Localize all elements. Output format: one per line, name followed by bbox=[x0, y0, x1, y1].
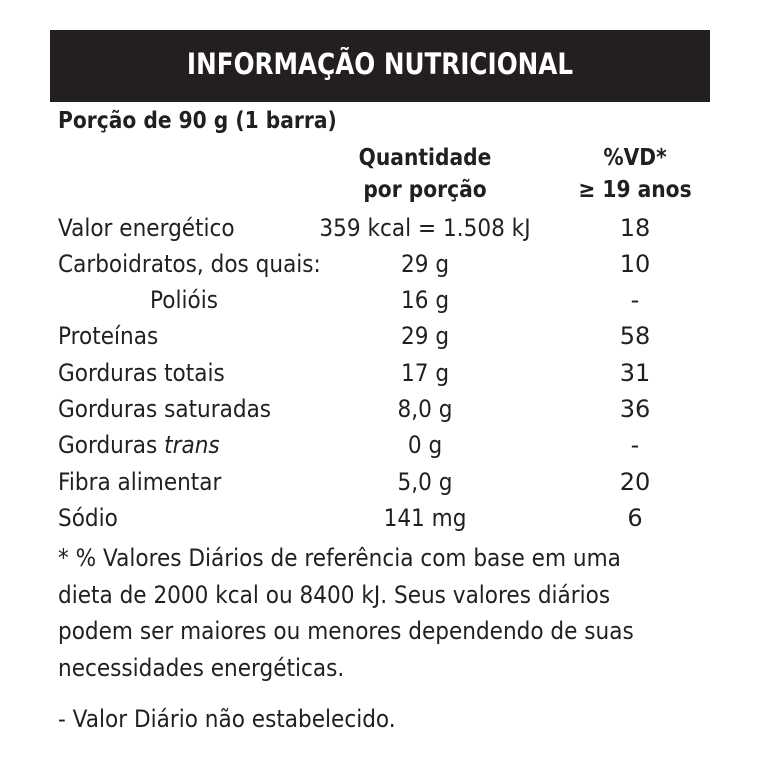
footnote-line: * % Valores Diários de referência com ba… bbox=[58, 544, 621, 572]
nutrient-label: Proteínas bbox=[58, 322, 159, 350]
nutrient-row-trans-fat: Gorduras trans 0 g - bbox=[0, 427, 760, 463]
nutrient-daily-value: 20 bbox=[619, 468, 651, 496]
table-title: INFORMAÇÃO NUTRICIONAL bbox=[186, 47, 574, 81]
nutrient-label: Fibra alimentar bbox=[58, 468, 222, 496]
nutrient-quantity: 16 g bbox=[400, 286, 450, 314]
portion-size: Porção de 90 g (1 barra) bbox=[58, 108, 337, 134]
nutrient-row-carbohydrates: Carboidratos, dos quais: 29 g 10 bbox=[0, 246, 760, 282]
nutrient-label-prefix: Gorduras bbox=[58, 431, 165, 459]
nutrient-daily-value: 6 bbox=[627, 504, 643, 532]
not-established-note: - Valor Diário não estabelecido. bbox=[58, 705, 396, 733]
column-header-quantity-line1: Quantidade bbox=[358, 145, 492, 171]
nutrient-daily-value: - bbox=[630, 431, 640, 459]
nutrient-label: Gorduras totais bbox=[58, 359, 225, 387]
column-header-quantity-line2: por porção bbox=[363, 177, 487, 203]
nutrient-daily-value: - bbox=[630, 286, 640, 314]
nutrient-row-saturated-fat: Gorduras saturadas 8,0 g 36 bbox=[0, 391, 760, 427]
daily-value-footnote: * % Valores Diários de referência com ba… bbox=[58, 540, 715, 686]
nutrient-row-energy: Valor energético 359 kcal = 1.508 kJ 18 bbox=[0, 210, 760, 246]
nutrient-quantity: 17 g bbox=[400, 359, 450, 387]
nutrient-label: Gorduras saturadas bbox=[58, 395, 272, 423]
nutrient-daily-value: 36 bbox=[619, 395, 651, 423]
nutrient-label: Gorduras trans bbox=[58, 427, 220, 463]
nutrient-row-proteins: Proteínas 29 g 58 bbox=[0, 318, 760, 354]
nutrient-quantity: 141 mg bbox=[383, 504, 467, 532]
nutrient-label: Carboidratos, dos quais: bbox=[58, 250, 321, 278]
nutrient-daily-value: 58 bbox=[619, 322, 651, 350]
nutrient-quantity: 29 g bbox=[400, 250, 450, 278]
nutrient-label-italic: trans bbox=[164, 431, 220, 459]
column-header-daily-value: %VD* ≥ 19 anos bbox=[560, 142, 710, 206]
footnote-line: necessidades energéticas. bbox=[58, 653, 345, 682]
footnote-line: podem ser maiores ou menores dependendo … bbox=[58, 617, 634, 645]
nutrient-quantity: 5,0 g bbox=[397, 468, 453, 496]
nutrient-quantity: 0 g bbox=[407, 431, 443, 459]
nutrient-daily-value: 18 bbox=[619, 214, 651, 242]
column-header-quantity: Quantidade por porção bbox=[333, 142, 518, 206]
nutrient-label: Polióis bbox=[150, 286, 218, 314]
column-header-daily-value-line1: %VD* bbox=[603, 145, 667, 171]
nutrient-daily-value: 10 bbox=[619, 250, 651, 278]
nutrient-daily-value: 31 bbox=[619, 359, 651, 387]
nutrient-row-fiber: Fibra alimentar 5,0 g 20 bbox=[0, 464, 760, 500]
column-header-daily-value-line2: ≥ 19 anos bbox=[578, 177, 692, 203]
nutrient-quantity: 359 kcal = 1.508 kJ bbox=[319, 214, 531, 242]
nutrient-row-sodium: Sódio 141 mg 6 bbox=[0, 500, 760, 536]
header-bar bbox=[50, 30, 710, 102]
nutrient-label: Sódio bbox=[58, 504, 118, 532]
footnote-line: dieta de 2000 kcal ou 8400 kJ. Seus valo… bbox=[58, 580, 611, 609]
nutrient-row-total-fat: Gorduras totais 17 g 31 bbox=[0, 355, 760, 391]
nutrient-row-polyols: Polióis 16 g - bbox=[0, 282, 760, 318]
nutrient-label: Valor energético bbox=[58, 214, 235, 242]
nutrient-quantity: 8,0 g bbox=[397, 395, 453, 423]
nutrient-quantity: 29 g bbox=[400, 322, 450, 350]
